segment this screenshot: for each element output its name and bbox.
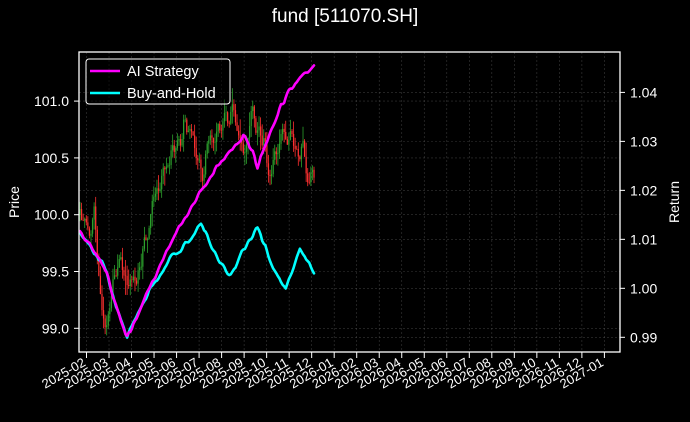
svg-text:100.5: 100.5 bbox=[34, 150, 69, 166]
svg-text:99.5: 99.5 bbox=[42, 264, 69, 280]
svg-text:1.02: 1.02 bbox=[630, 182, 657, 198]
svg-text:0.99: 0.99 bbox=[630, 329, 657, 345]
svg-text:Return: Return bbox=[666, 181, 682, 223]
svg-text:Buy-and-Hold: Buy-and-Hold bbox=[127, 86, 216, 102]
svg-text:AI Strategy: AI Strategy bbox=[127, 64, 199, 80]
svg-text:1.01: 1.01 bbox=[630, 231, 657, 247]
svg-text:1.04: 1.04 bbox=[630, 84, 657, 100]
svg-text:1.03: 1.03 bbox=[630, 133, 657, 149]
svg-text:1.00: 1.00 bbox=[630, 280, 657, 296]
svg-text:100.0: 100.0 bbox=[34, 207, 69, 223]
svg-text:Price: Price bbox=[6, 186, 22, 218]
svg-text:99.0: 99.0 bbox=[42, 320, 69, 336]
svg-text:101.0: 101.0 bbox=[34, 93, 69, 109]
